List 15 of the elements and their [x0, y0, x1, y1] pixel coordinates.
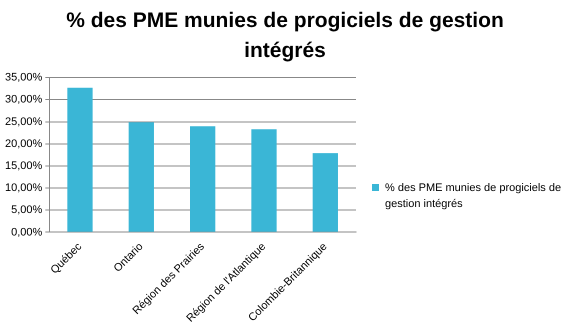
y-tick-label: 5,00% [11, 204, 43, 216]
y-tick-label: 30,00% [4, 94, 43, 106]
bar [312, 153, 338, 232]
bar [251, 129, 277, 232]
bar [67, 88, 93, 232]
y-tick-label: 20,00% [4, 138, 43, 150]
y-tick-label: 25,00% [4, 116, 43, 128]
legend-label: % des PME munies de progiciels de gestion intégrés [385, 181, 562, 212]
y-tick-label: 0,00% [11, 226, 43, 238]
y-tick-label: 10,00% [4, 182, 43, 194]
bar [190, 126, 216, 232]
bar [128, 122, 154, 232]
y-tick-label: 15,00% [4, 160, 43, 172]
y-tick-label: 35,00% [4, 72, 43, 84]
chart-title: % des PME munies de progiciels de gestion intégrés [65, 8, 505, 64]
